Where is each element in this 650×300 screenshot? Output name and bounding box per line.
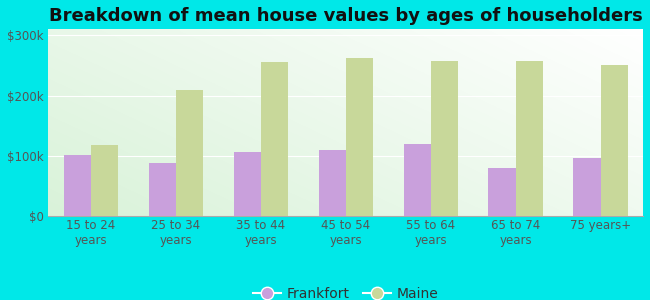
- Bar: [515, 61, 543, 216]
- Title: Breakdown of mean house values by ages of householders: Breakdown of mean house values by ages o…: [49, 7, 643, 25]
- Bar: [346, 58, 373, 216]
- Bar: [149, 163, 176, 216]
- Bar: [404, 144, 431, 216]
- Bar: [176, 89, 203, 216]
- Bar: [601, 65, 628, 216]
- Bar: [64, 155, 91, 216]
- Bar: [233, 152, 261, 216]
- Legend: Frankfort, Maine: Frankfort, Maine: [248, 281, 444, 300]
- Bar: [318, 150, 346, 216]
- Bar: [431, 61, 458, 216]
- Bar: [573, 158, 601, 216]
- Bar: [488, 168, 515, 216]
- Bar: [91, 145, 118, 216]
- Bar: [261, 62, 288, 216]
